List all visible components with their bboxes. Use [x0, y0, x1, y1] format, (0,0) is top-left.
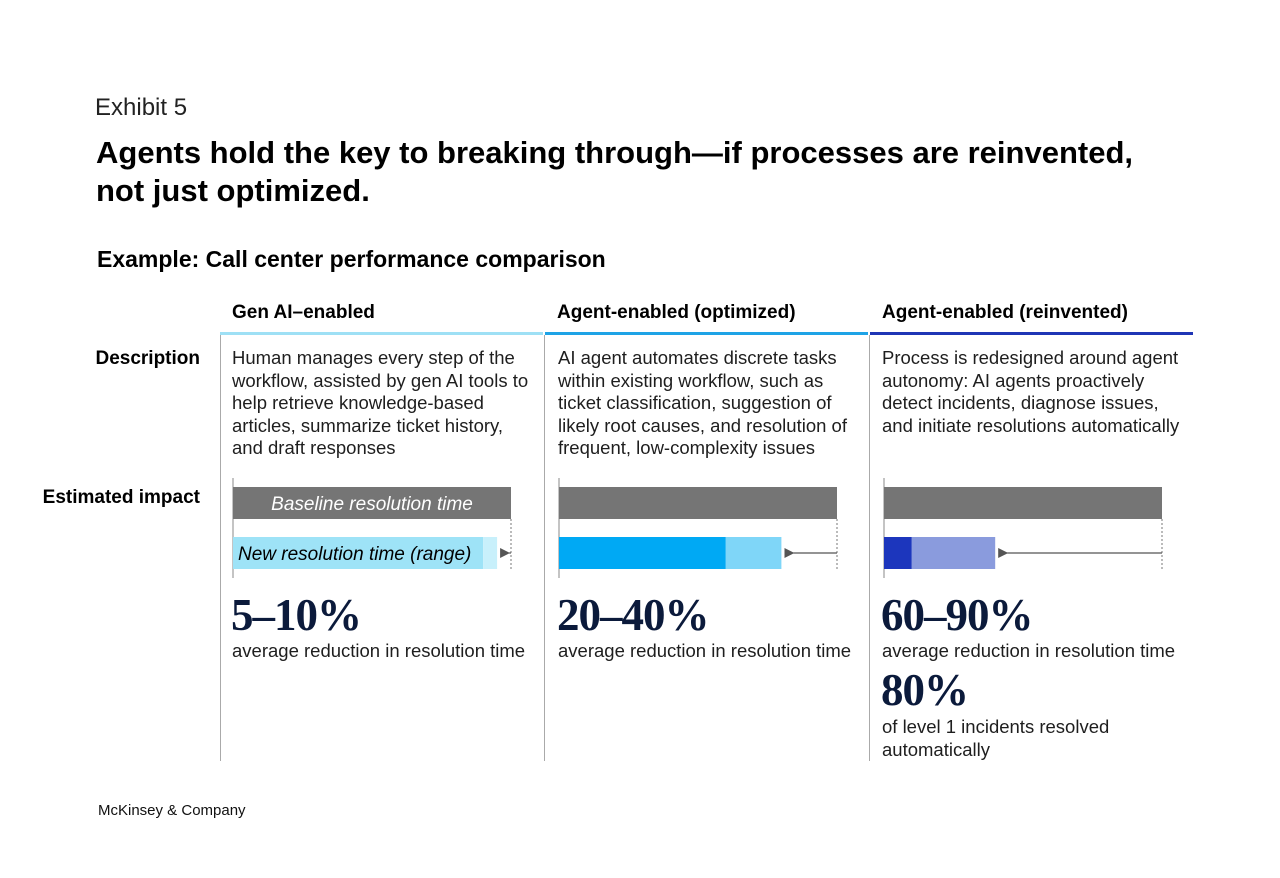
baseline-bar-label: Baseline resolution time	[271, 494, 473, 515]
footer-brand: McKinsey & Company	[98, 802, 246, 819]
stat-text-gen-ai: average reduction in resolution time	[232, 640, 526, 661]
stat-text-agent-reinvented: average reduction in resolution time	[882, 640, 1176, 661]
column-header-agent-optimized: Agent-enabled (optimized)	[557, 302, 796, 323]
column-description-gen-ai: Human manages every step of the workflow…	[232, 347, 529, 458]
row-label-description: Description	[95, 348, 200, 369]
new-time-min-bar	[233, 537, 484, 569]
column-rule-gen-ai	[220, 332, 543, 335]
chart-title: Agents hold the key to breaking through—…	[96, 135, 1134, 208]
baseline-bar	[559, 487, 837, 519]
column-description-agent-reinvented: Process is redesigned around agent auton…	[882, 347, 1180, 436]
column-header-agent-reinvented: Agent-enabled (reinvented)	[882, 302, 1128, 323]
column-header-gen-ai: Gen AI–enabled	[232, 302, 375, 323]
stat-value-level1-incidents: 80%	[881, 665, 969, 715]
column-description-agent-optimized: AI agent automates discrete tasks within…	[558, 347, 847, 458]
new-time-min-bar	[559, 537, 726, 569]
baseline-bar	[884, 487, 1162, 519]
new-range-bar-label: New resolution time (range)	[238, 544, 471, 565]
new-time-range-bar	[725, 537, 782, 569]
baseline-bar	[233, 487, 511, 519]
column-divider	[220, 335, 221, 761]
stat-text-agent-optimized: average reduction in resolution time	[558, 640, 852, 661]
stat-value-agent-optimized: 20–40%	[557, 590, 709, 640]
new-time-range-bar	[483, 537, 498, 569]
stat-text-level1-incidents: of level 1 incidents resolved automatica…	[882, 716, 1110, 760]
column-rule-agent-optimized	[545, 332, 868, 335]
exhibit-label: Exhibit 5	[95, 94, 188, 121]
chart-subtitle: Example: Call center performance compari…	[97, 246, 606, 272]
new-time-range-bar	[911, 537, 996, 569]
stat-value-agent-reinvented: 60–90%	[881, 590, 1033, 640]
column-divider	[544, 335, 545, 761]
column-divider	[869, 335, 870, 761]
stat-value-gen-ai: 5–10%	[231, 590, 362, 640]
column-rule-agent-reinvented	[870, 332, 1193, 335]
row-label-impact: Estimated impact	[42, 487, 200, 508]
new-time-min-bar	[884, 537, 912, 569]
